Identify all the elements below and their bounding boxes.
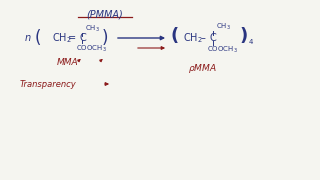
Text: $\mathregular{COOCH_3}$: $\mathregular{COOCH_3}$ <box>207 45 238 55</box>
Text: 4: 4 <box>249 39 253 45</box>
Text: $\mathregular{COOCH_3}$: $\mathregular{COOCH_3}$ <box>76 44 107 54</box>
Text: –: – <box>201 33 205 43</box>
Text: C: C <box>210 33 217 43</box>
Text: ): ) <box>102 29 108 47</box>
Text: (: ( <box>35 29 41 47</box>
Text: $\mathregular{CH_3}$: $\mathregular{CH_3}$ <box>85 24 100 34</box>
Text: $\mathregular{CH_2}$: $\mathregular{CH_2}$ <box>183 31 203 45</box>
Text: $\bf{)}$: $\bf{)}$ <box>239 25 247 45</box>
Text: (PMMA): (PMMA) <box>87 9 124 19</box>
Text: $\mathregular{CH_2}$: $\mathregular{CH_2}$ <box>52 31 72 45</box>
Text: =: = <box>68 33 76 43</box>
Text: $\mathregular{CH_3}$: $\mathregular{CH_3}$ <box>216 22 231 32</box>
Text: n: n <box>25 33 31 43</box>
Text: C: C <box>79 33 86 43</box>
Text: $\bf{(}$: $\bf{(}$ <box>170 25 178 45</box>
Text: $\rho$MMA: $\rho$MMA <box>188 62 217 75</box>
Text: MMA: MMA <box>57 57 79 66</box>
Text: Transparency: Transparency <box>20 80 77 89</box>
